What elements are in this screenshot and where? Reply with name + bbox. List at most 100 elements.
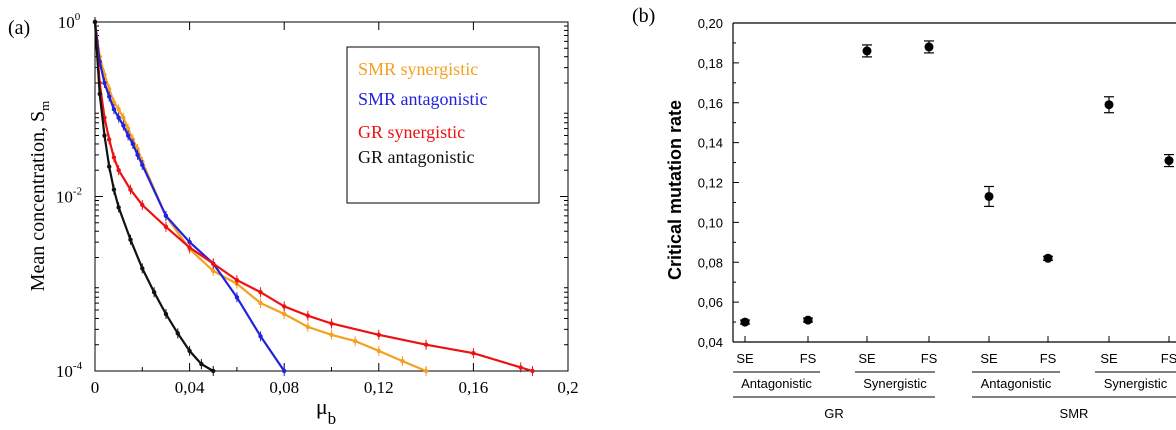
series-point xyxy=(135,152,140,158)
b-ytick-label: 0,18 xyxy=(698,56,723,71)
a-ytick-label: 10-4 xyxy=(56,360,83,381)
series-point xyxy=(376,348,381,354)
series-point xyxy=(518,365,523,370)
series-point xyxy=(106,137,112,142)
series-point xyxy=(305,324,311,330)
b-ytick-label: 0,06 xyxy=(698,295,723,310)
b-ytick-label: 0,16 xyxy=(698,96,723,111)
b-point xyxy=(1164,156,1174,166)
panel-a-legend: SMR synergistic SMR antagonistic GR synerg… xyxy=(346,46,540,204)
a-ytick-base: 10 xyxy=(56,188,73,207)
series-point xyxy=(130,141,136,147)
series-point xyxy=(400,358,405,364)
series-line-1 xyxy=(93,21,286,372)
b-xtick-label: FS xyxy=(1161,351,1176,366)
series-point xyxy=(187,245,192,250)
b-point xyxy=(1043,253,1053,263)
b-point xyxy=(862,46,872,56)
b-xtick-label: SE xyxy=(1100,351,1118,366)
panel-b-chart: (b) Critical mutation rate 0,04 0,06 0,08 0… xyxy=(632,5,1176,421)
b-point xyxy=(924,42,934,52)
b-ytick-label: 0,12 xyxy=(698,176,723,191)
series-point xyxy=(187,239,192,245)
series-point xyxy=(125,126,131,131)
series-point xyxy=(282,304,287,309)
series-point xyxy=(125,133,131,138)
b-ytick-label: 0,14 xyxy=(698,136,723,151)
series-point xyxy=(111,107,117,112)
panel-b-label: (b) xyxy=(632,5,655,27)
series-point xyxy=(121,115,126,120)
series-point xyxy=(175,331,180,336)
a-ytick-label: 100 xyxy=(58,11,81,32)
b-point xyxy=(1104,100,1114,110)
b-super-label: SMR xyxy=(1060,406,1089,421)
series-point xyxy=(211,261,216,266)
a-xtick-label: 0,16 xyxy=(459,378,489,397)
series-point xyxy=(92,19,98,25)
b-xtick-label: FS xyxy=(921,351,938,366)
series-point xyxy=(140,162,145,168)
b-xtick-label: FS xyxy=(800,351,817,366)
series-point xyxy=(234,277,240,283)
panel-a-label: (a) xyxy=(8,17,30,39)
b-ytick-label: 0,08 xyxy=(698,255,723,270)
panel-b-ylabel: Critical mutation rate xyxy=(665,100,685,280)
b-ytick-label: 0,04 xyxy=(698,335,723,350)
series-point xyxy=(116,205,121,210)
series-point xyxy=(151,290,157,295)
panel-a-ylabel: Mean concentration, Sm xyxy=(27,101,52,292)
series-point xyxy=(258,300,263,306)
series-point xyxy=(329,321,334,326)
series-point xyxy=(116,115,121,120)
series-point xyxy=(530,368,535,374)
a-xtick-label: 0 xyxy=(91,378,100,397)
panel-b-points xyxy=(740,40,1174,327)
a-xtick-label: 0,04 xyxy=(175,378,205,397)
panel-a-ylabel-main: Mean concentration, S xyxy=(27,111,49,292)
series-point xyxy=(163,213,169,219)
a-xtick-label: 0,2 xyxy=(557,378,578,397)
panel-a-chart: (a) 0 0,04 0,08 0,12 0,16 0,2 100 10-2 10-4 Mean… xyxy=(8,11,579,428)
series-point xyxy=(471,350,476,356)
b-point xyxy=(803,315,813,325)
series-point xyxy=(140,202,145,208)
series-point xyxy=(199,361,204,367)
a-xtick-label: 0,08 xyxy=(269,378,299,397)
a-xtick-label: 0,12 xyxy=(364,378,394,397)
b-xtick-label: FS xyxy=(1040,351,1057,366)
panel-a-xlabel: μb xyxy=(316,394,336,428)
series-point xyxy=(187,348,192,354)
panel-b-xlabels: SE FS SE FS SE FS SE FS Antagonistic Synergistic A… xyxy=(733,351,1176,421)
series-point xyxy=(163,311,169,317)
series-point xyxy=(102,133,107,138)
series-point xyxy=(111,187,117,192)
series-point xyxy=(258,290,263,295)
series-point xyxy=(211,368,216,374)
legend-entry-0: SMR synergistic xyxy=(358,59,478,79)
series-point xyxy=(116,168,121,173)
panel-a-axes: 0 0,04 0,08 0,12 0,16 0,2 100 10-2 10-4 xyxy=(56,11,579,397)
series-point xyxy=(128,237,133,242)
series-point xyxy=(234,295,240,300)
a-ytick-label: 10-2 xyxy=(56,186,82,207)
legend-entry-3: GR antagonistic xyxy=(358,147,474,167)
b-group-label: Synergistic xyxy=(863,376,927,391)
b-point xyxy=(984,191,994,201)
series-point xyxy=(423,342,429,347)
b-group-label: Antagonistic xyxy=(981,376,1052,391)
legend-entry-1: SMR antagonistic xyxy=(358,89,488,109)
a-ytick-base: 10 xyxy=(56,362,73,381)
series-point xyxy=(116,107,121,112)
series-point xyxy=(106,94,112,99)
b-xtick-label: SE xyxy=(736,351,754,366)
series-point xyxy=(128,187,133,192)
series-point xyxy=(211,268,216,274)
series-point xyxy=(102,80,107,86)
series-point xyxy=(163,224,169,229)
series-point xyxy=(305,313,311,318)
series-point xyxy=(329,332,334,337)
b-ytick-label: 0,10 xyxy=(698,215,723,230)
panel-a-xlabel-main: μ xyxy=(316,394,328,419)
